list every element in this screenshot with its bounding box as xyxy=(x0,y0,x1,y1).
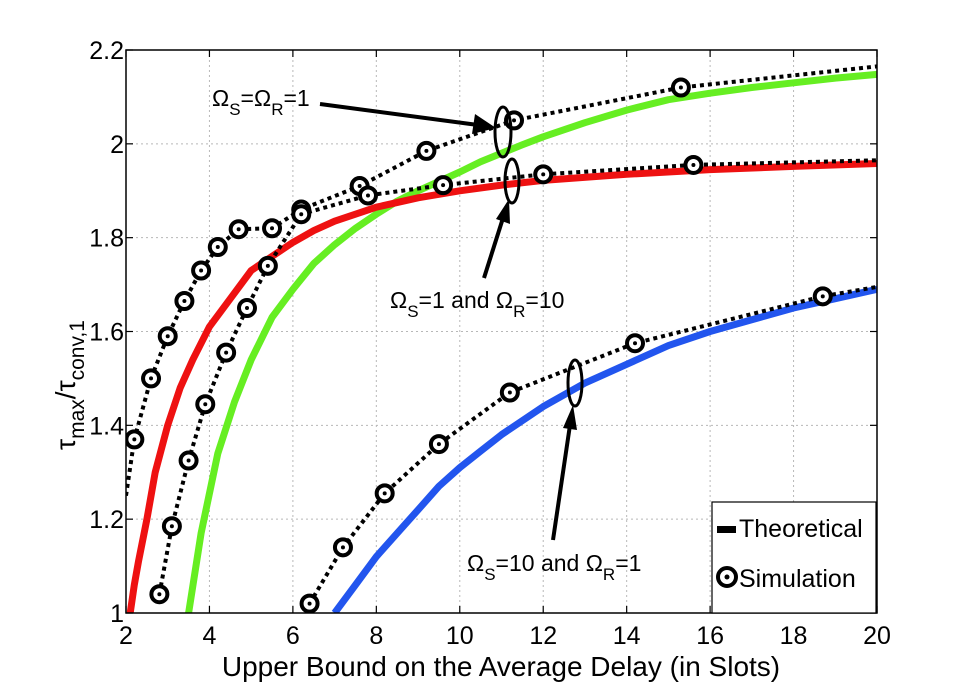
simulation-marker-center xyxy=(165,334,170,339)
bottom-mask xyxy=(126,613,877,692)
annotation-omega-s-10-omega-r-1: ΩS=10 and ΩR=1 xyxy=(467,358,641,584)
ticks-layer: 2 4 6 8 10 12 14 16 18 20 1 1.2 1.4 1.6 1.8 2 2.2 xyxy=(89,37,891,650)
theoretical-curve-1 xyxy=(126,160,878,614)
simulation-marker-center xyxy=(357,184,362,189)
annotation-arrow xyxy=(319,102,479,127)
simulation-marker-center xyxy=(340,545,345,550)
arrow-head xyxy=(563,405,577,430)
x-tick-label: 14 xyxy=(613,622,641,650)
simulation-marker-center xyxy=(182,299,187,304)
simulation-marker-center xyxy=(424,148,429,153)
simulation-marker-center xyxy=(678,85,683,90)
simulation-marker-center xyxy=(169,524,174,529)
simulation-marker-center xyxy=(199,268,204,273)
simulation-marker-center xyxy=(265,263,270,268)
annotation-ellipse xyxy=(566,358,584,408)
simulation-marker-center xyxy=(441,183,446,188)
x-tick-label: 20 xyxy=(863,622,891,650)
x-tick-label: 12 xyxy=(529,622,557,650)
simulation-marker-center xyxy=(203,402,208,407)
y-tick-label: 2 xyxy=(110,131,124,159)
y-axis-label: τmax/τconv,1 xyxy=(50,320,89,450)
x-tick-label: 16 xyxy=(696,622,724,650)
x-tick-label: 10 xyxy=(446,622,474,650)
x-tick-label: 6 xyxy=(286,622,300,650)
simulation-marker-center xyxy=(541,172,546,177)
y-tick-label: 1 xyxy=(110,600,124,628)
simulation-marker-center xyxy=(186,458,191,463)
simulation-marker-center xyxy=(820,294,825,299)
simulation-marker-center xyxy=(299,212,304,217)
svg-text:ΩS=ΩR=1: ΩS=ΩR=1 xyxy=(212,85,310,119)
y-tick-label: 1.8 xyxy=(89,225,124,253)
svg-text:ΩS=1 and ΩR=10: ΩS=1 and ΩR=10 xyxy=(390,287,564,321)
left-mask xyxy=(0,0,126,692)
simulation-curve-5 xyxy=(307,284,878,605)
annotation-ellipse xyxy=(503,157,521,205)
simulation-marker-center xyxy=(382,491,387,496)
legend-box xyxy=(711,501,877,614)
simulation-marker-center xyxy=(244,306,249,311)
simulation-marker-center xyxy=(270,226,275,231)
arrow-head xyxy=(496,199,510,224)
legend-simulation-label: Simulation xyxy=(739,565,856,593)
annotation-omega-s-equals-omega-r-1: ΩS=ΩR=1 xyxy=(212,85,513,159)
simulation-marker-center xyxy=(365,193,370,198)
curves-layer xyxy=(124,64,878,616)
annotation-omega-s-1-omega-r-10: ΩS=1 and ΩR=10 xyxy=(390,157,564,321)
simulation-marker-center xyxy=(307,601,312,606)
x-tick-label: 8 xyxy=(369,622,383,650)
legend: Theoretical Simulation xyxy=(711,501,877,614)
svg-text:ΩS=10 and ΩR=1: ΩS=10 and ΩR=1 xyxy=(467,550,641,584)
x-tick-label: 4 xyxy=(202,622,216,650)
y-tick-label: 1.6 xyxy=(89,319,124,347)
x-axis-label: Upper Bound on the Average Delay (in Slo… xyxy=(222,651,780,682)
simulation-marker-center xyxy=(507,390,512,395)
annotation-arrow xyxy=(482,217,505,279)
simulation-marker-center xyxy=(224,350,229,355)
x-tick-label: 2 xyxy=(119,622,133,650)
simulation-marker-center xyxy=(436,442,441,447)
simulation-marker-center xyxy=(157,592,162,597)
y-tick-label: 2.2 xyxy=(89,37,124,65)
legend-simulation-marker-center xyxy=(724,574,730,580)
annotation-arrow xyxy=(551,424,572,541)
simulation-marker-center xyxy=(149,376,154,381)
arrow-head xyxy=(472,114,496,134)
y-tick-label: 1.4 xyxy=(89,412,124,440)
simulation-marker-center xyxy=(236,227,241,232)
y-tick-label: 1.2 xyxy=(89,506,124,534)
simulation-marker-center xyxy=(132,437,137,442)
theoretical-curve-2 xyxy=(331,285,878,616)
simulation-marker-center xyxy=(215,245,220,250)
legend-theoretical-label: Theoretical xyxy=(739,515,863,543)
right-mask xyxy=(877,0,969,692)
annotation-ellipse xyxy=(493,105,513,159)
x-tick-label: 18 xyxy=(780,622,808,650)
simulation-marker-center xyxy=(512,118,517,123)
simulation-marker-center xyxy=(691,162,696,167)
simulation-marker-center xyxy=(633,341,638,346)
legend-theoretical-swatch xyxy=(717,526,736,533)
